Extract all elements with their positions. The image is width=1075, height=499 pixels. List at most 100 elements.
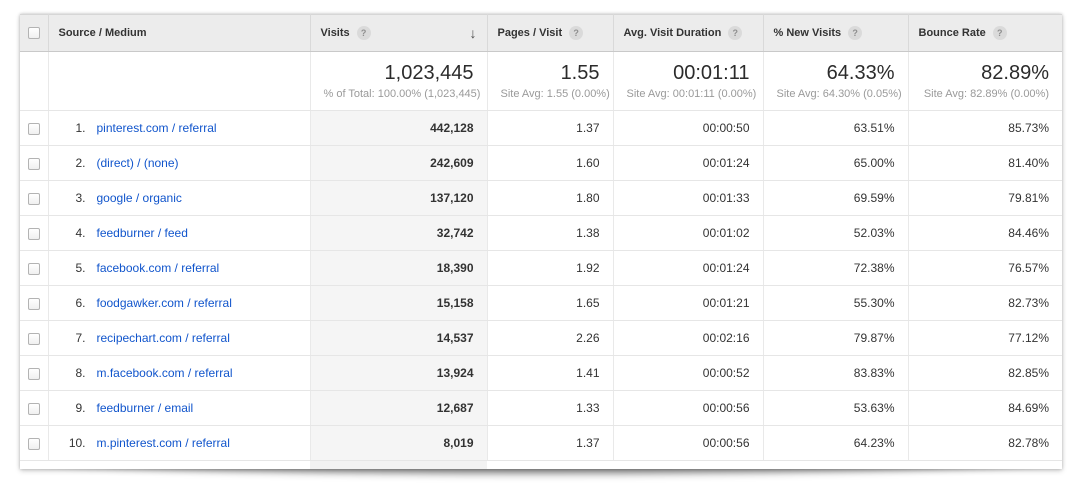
row-rank: 3. bbox=[75, 191, 86, 205]
pages-per-visit-cell: 1.37 bbox=[487, 425, 614, 461]
sort-descending-icon: ↓ bbox=[469, 25, 477, 41]
column-label: Source / Medium bbox=[58, 27, 147, 39]
new-visits-cell: 83.83% bbox=[763, 355, 909, 391]
avg-duration-cell: 00:01:24 bbox=[613, 250, 764, 286]
source-medium-link[interactable]: recipechart.com / referral bbox=[96, 331, 230, 345]
row-checkbox[interactable] bbox=[27, 262, 40, 275]
source-cell: 9. feedburner / email bbox=[48, 390, 311, 426]
row-checkbox[interactable] bbox=[27, 297, 40, 310]
help-icon[interactable]: ? bbox=[569, 26, 584, 40]
source-medium-link[interactable]: m.pinterest.com / referral bbox=[96, 436, 230, 450]
source-medium-link[interactable]: feedburner / email bbox=[96, 401, 194, 415]
pages-per-visit-cell: 2.26 bbox=[487, 320, 614, 356]
source-medium-link[interactable]: facebook.com / referral bbox=[96, 261, 220, 275]
checkbox-cell bbox=[20, 145, 49, 181]
pages-per-visit-total: 1.55 bbox=[560, 61, 600, 84]
row-checkbox[interactable] bbox=[27, 367, 40, 380]
pages-per-visit-total-cell: 1.55 Site Avg: 1.55 (0.00%) bbox=[487, 51, 614, 111]
avg-duration-total: 00:01:11 bbox=[673, 61, 750, 84]
checkbox-cell bbox=[20, 250, 49, 286]
avg-duration-cell: 00:01:21 bbox=[613, 285, 764, 321]
row-rank: 5. bbox=[75, 261, 86, 275]
column-label: Avg. Visit Duration bbox=[623, 27, 722, 39]
row-checkbox[interactable] bbox=[27, 192, 40, 205]
source-medium-link[interactable]: pinterest.com / referral bbox=[96, 121, 217, 135]
visits-column-shade bbox=[310, 461, 487, 469]
avg-duration-total-cell: 00:01:11 Site Avg: 00:01:11 (0.00%) bbox=[613, 51, 764, 111]
visits-cell: 242,609 bbox=[310, 145, 488, 181]
visits-cell: 8,019 bbox=[310, 425, 488, 461]
column-header-new-visits[interactable]: % New Visits ? bbox=[763, 14, 909, 52]
bounce-rate-cell: 84.46% bbox=[908, 215, 1062, 251]
pages-per-visit-cell: 1.38 bbox=[487, 215, 614, 251]
source-medium-link[interactable]: foodgawker.com / referral bbox=[96, 296, 232, 310]
column-header-bounce-rate[interactable]: Bounce Rate ? bbox=[908, 14, 1062, 52]
table-bottom-padding bbox=[20, 461, 1062, 469]
row-rank: 8. bbox=[75, 366, 86, 380]
empty-cell bbox=[48, 51, 311, 111]
pages-per-visit-total-note: Site Avg: 1.55 (0.00%) bbox=[500, 87, 610, 100]
new-visits-cell: 72.38% bbox=[763, 250, 909, 286]
help-icon[interactable]: ? bbox=[848, 26, 863, 40]
bounce-rate-cell: 82.78% bbox=[908, 425, 1062, 461]
avg-duration-cell: 00:01:02 bbox=[613, 215, 764, 251]
pages-per-visit-cell: 1.37 bbox=[487, 110, 614, 146]
checkbox-cell bbox=[20, 320, 49, 356]
column-header-source-medium[interactable]: Source / Medium bbox=[48, 14, 311, 52]
table-row: 7. recipechart.com / referral 14,537 2.26… bbox=[20, 320, 1062, 356]
source-medium-link[interactable]: m.facebook.com / referral bbox=[96, 366, 233, 380]
table-row: 8. m.facebook.com / referral 13,924 1.41 … bbox=[20, 355, 1062, 391]
pages-per-visit-cell: 1.33 bbox=[487, 390, 614, 426]
column-header-pages-per-visit[interactable]: Pages / Visit ? bbox=[487, 14, 614, 52]
avg-duration-total-note: Site Avg: 00:01:11 (0.00%) bbox=[626, 87, 757, 100]
row-rank: 7. bbox=[75, 331, 86, 345]
pages-per-visit-cell: 1.92 bbox=[487, 250, 614, 286]
row-checkbox[interactable] bbox=[27, 122, 40, 135]
row-rank: 4. bbox=[75, 226, 86, 240]
table-row: 2. (direct) / (none) 242,609 1.60 00:01:2… bbox=[20, 145, 1062, 181]
source-cell: 8. m.facebook.com / referral bbox=[48, 355, 311, 391]
avg-duration-cell: 00:00:50 bbox=[613, 110, 764, 146]
visits-total-cell: 1,023,445 % of Total: 100.00% (1,023,445… bbox=[310, 51, 488, 111]
new-visits-total-cell: 64.33% Site Avg: 64.30% (0.05%) bbox=[763, 51, 909, 111]
row-checkbox[interactable] bbox=[27, 332, 40, 345]
source-medium-table: Source / Medium Visits ? ↓ Pages / Visit bbox=[20, 14, 1062, 461]
visits-total: 1,023,445 bbox=[384, 61, 474, 84]
source-medium-link[interactable]: (direct) / (none) bbox=[96, 156, 179, 170]
row-checkbox[interactable] bbox=[27, 437, 40, 450]
source-medium-link[interactable]: feedburner / feed bbox=[96, 226, 188, 240]
help-icon[interactable]: ? bbox=[992, 26, 1007, 40]
avg-duration-cell: 00:01:24 bbox=[613, 145, 764, 181]
source-cell: 1. pinterest.com / referral bbox=[48, 110, 311, 146]
new-visits-cell: 63.51% bbox=[763, 110, 909, 146]
bounce-rate-cell: 82.73% bbox=[908, 285, 1062, 321]
row-checkbox[interactable] bbox=[27, 157, 40, 170]
new-visits-cell: 65.00% bbox=[763, 145, 909, 181]
visits-cell: 442,128 bbox=[310, 110, 488, 146]
table-row: 4. feedburner / feed 32,742 1.38 00:01:02… bbox=[20, 215, 1062, 251]
checkbox-cell bbox=[20, 215, 49, 251]
checkbox-cell bbox=[20, 390, 49, 426]
row-checkbox[interactable] bbox=[27, 402, 40, 415]
help-icon[interactable]: ? bbox=[728, 26, 743, 40]
column-label: Visits bbox=[320, 27, 350, 39]
select-all-checkbox[interactable] bbox=[27, 27, 40, 40]
column-label: % New Visits bbox=[773, 27, 842, 39]
row-rank: 2. bbox=[75, 156, 86, 170]
empty-cell bbox=[20, 51, 49, 111]
source-medium-link[interactable]: google / organic bbox=[96, 191, 182, 205]
bounce-rate-cell: 79.81% bbox=[908, 180, 1062, 216]
column-header-avg-visit-duration[interactable]: Avg. Visit Duration ? bbox=[613, 14, 764, 52]
table-row: 6. foodgawker.com / referral 15,158 1.65 … bbox=[20, 285, 1062, 321]
table-row: 1. pinterest.com / referral 442,128 1.37 … bbox=[20, 110, 1062, 146]
row-checkbox[interactable] bbox=[27, 227, 40, 240]
source-cell: 6. foodgawker.com / referral bbox=[48, 285, 311, 321]
visits-cell: 15,158 bbox=[310, 285, 488, 321]
table-row: 5. facebook.com / referral 18,390 1.92 00… bbox=[20, 250, 1062, 286]
table-header-row: Source / Medium Visits ? ↓ Pages / Visit bbox=[20, 14, 1062, 52]
help-icon[interactable]: ? bbox=[356, 26, 371, 40]
column-header-visits[interactable]: Visits ? ↓ bbox=[310, 14, 488, 52]
checkbox-cell bbox=[20, 180, 49, 216]
source-medium-table-card: Source / Medium Visits ? ↓ Pages / Visit bbox=[20, 14, 1062, 469]
bounce-rate-cell: 76.57% bbox=[908, 250, 1062, 286]
